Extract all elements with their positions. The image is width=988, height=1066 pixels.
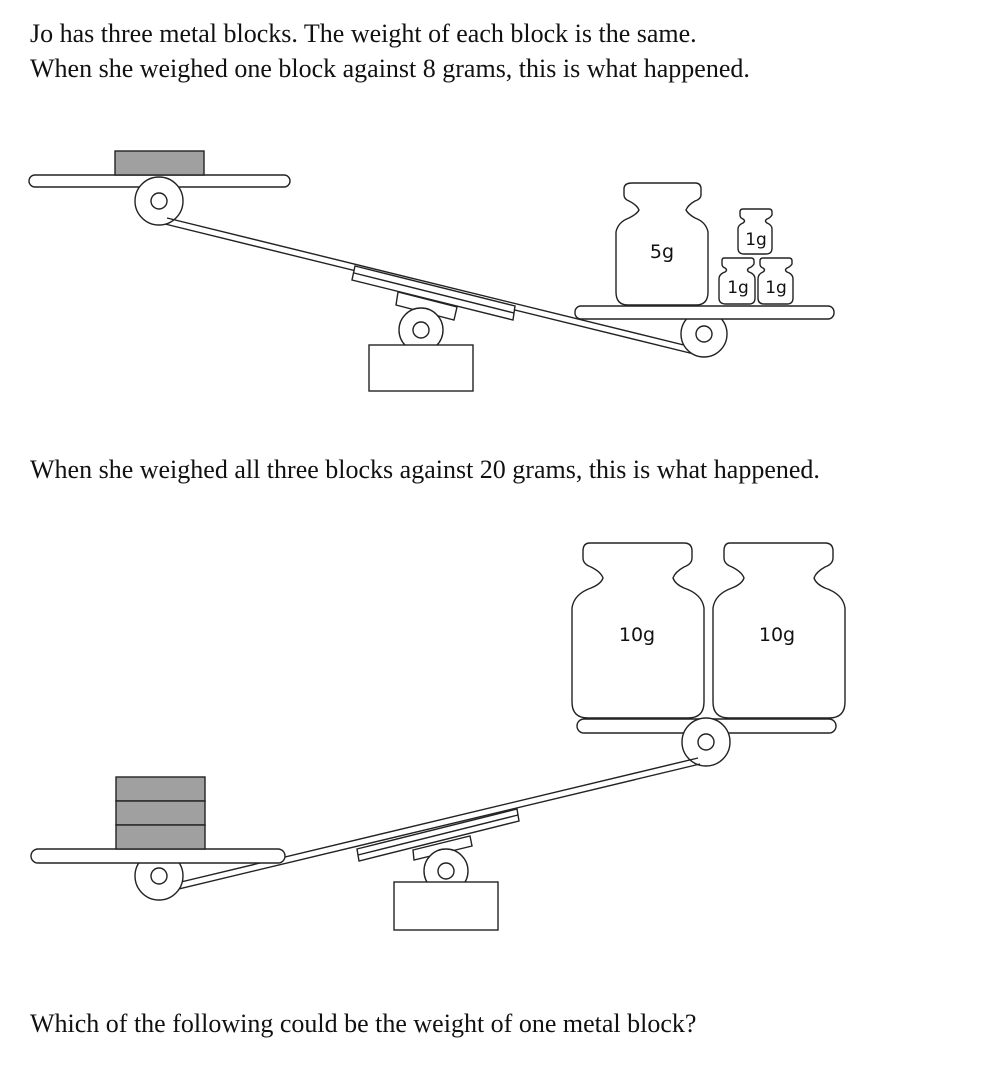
left-pulley-2 [134,851,184,901]
intro-line-1: Jo has three metal blocks. The weight of… [30,19,697,48]
intro-line-2: When she weighed one block against 8 gra… [30,54,750,83]
beam-2 [159,757,701,894]
right-pulley-2 [681,717,731,767]
metal-block-1 [114,150,205,176]
right-pan-1 [574,305,835,320]
weight-5g: 5g [615,182,709,306]
weight-1g-left: 1g [718,257,756,305]
weight-label-10g-right: 10g [759,624,795,646]
balance-scale-2: 10g 10g [30,542,846,931]
fulcrum-base-2 [393,881,499,931]
weight-label-10g-left: 10g [619,624,655,646]
weight-10g-right: 10g [712,542,846,719]
intro-text: Jo has three metal blocks. The weight of… [30,16,750,86]
fulcrum-1 [368,307,474,392]
metal-block-2b [115,800,206,826]
beam-1 [164,217,701,356]
left-pulley-1 [134,176,184,226]
question-text: Which of the following could be the weig… [30,1009,697,1038]
balance-scale-1: 5g 1g 1g 1g [28,150,835,392]
weight-label-1g-left: 1g [727,278,749,298]
weight-1g-top: 1g [737,208,773,255]
metal-block-2c [115,824,206,850]
second-weighing-text: When she weighed all three blocks agains… [30,455,820,484]
weight-1g-right: 1g [757,257,794,305]
fulcrum-2 [393,848,499,931]
metal-block-2a [115,776,206,802]
fulcrum-base-1 [368,344,474,392]
weight-10g-left: 10g [571,542,705,719]
weight-label-1g-top: 1g [745,230,767,250]
weight-label-5g: 5g [650,241,674,263]
weight-label-1g-right: 1g [765,278,787,298]
left-pan-2 [30,848,286,864]
